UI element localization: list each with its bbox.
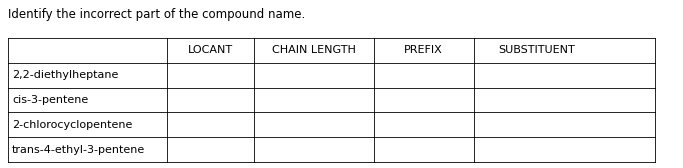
Text: CHAIN LENGTH: CHAIN LENGTH	[272, 45, 356, 55]
Text: cis-3-pentene: cis-3-pentene	[12, 95, 88, 105]
Text: trans-4-ethyl-3-pentene: trans-4-ethyl-3-pentene	[12, 145, 145, 155]
Text: PREFIX: PREFIX	[404, 45, 443, 55]
Text: Identify the incorrect part of the compound name.: Identify the incorrect part of the compo…	[8, 8, 305, 21]
Text: SUBSTITUENT: SUBSTITUENT	[499, 45, 575, 55]
Text: 2-chlorocyclopentene: 2-chlorocyclopentene	[12, 120, 133, 130]
Text: 2,2-diethylheptane: 2,2-diethylheptane	[12, 70, 118, 80]
Text: LOCANT: LOCANT	[188, 45, 233, 55]
